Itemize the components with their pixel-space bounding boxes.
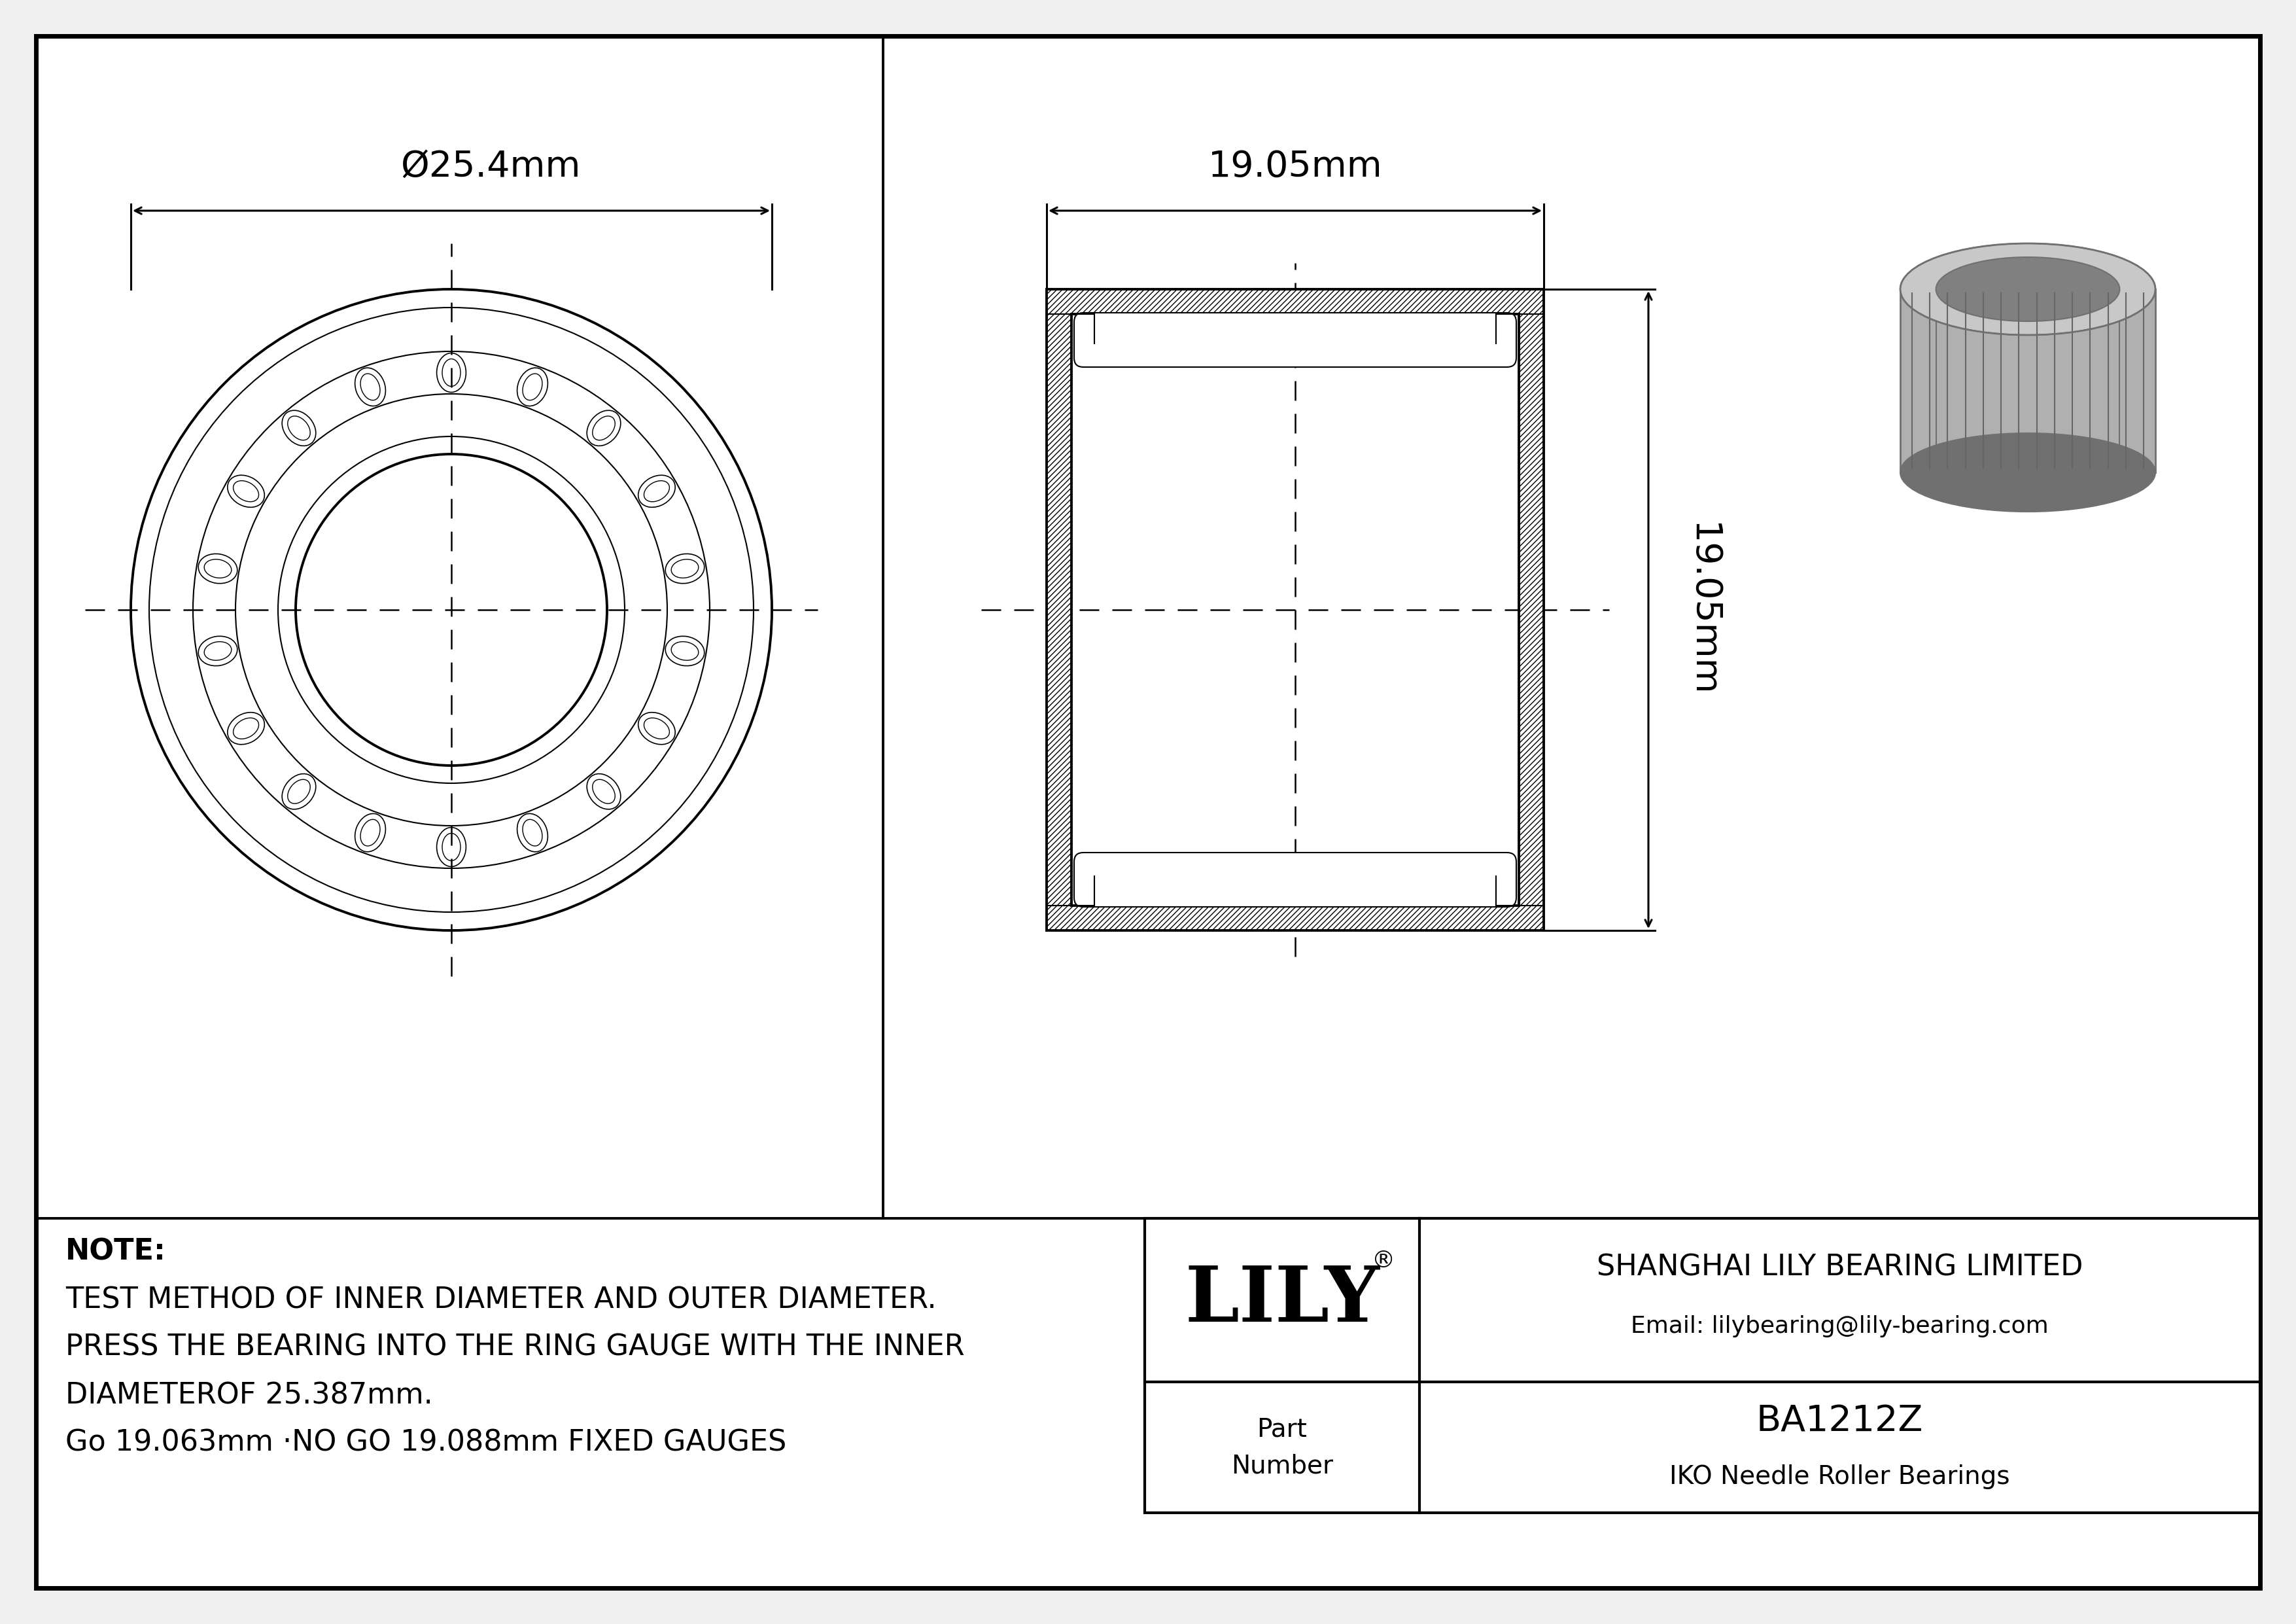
Bar bbox=[1047, 313, 1072, 906]
Text: SHANGHAI LILY BEARING LIMITED: SHANGHAI LILY BEARING LIMITED bbox=[1596, 1254, 2082, 1281]
FancyBboxPatch shape bbox=[1075, 853, 1515, 906]
Text: DIAMETEROF 25.387mm.: DIAMETEROF 25.387mm. bbox=[64, 1382, 434, 1410]
Bar bbox=[1047, 289, 1543, 931]
Text: Email: lilybearing@lily-bearing.com: Email: lilybearing@lily-bearing.com bbox=[1630, 1315, 2048, 1338]
Bar bbox=[1146, 1218, 2259, 1514]
Text: TEST METHOD OF INNER DIAMETER AND OUTER DIAMETER.: TEST METHOD OF INNER DIAMETER AND OUTER … bbox=[64, 1286, 937, 1314]
Ellipse shape bbox=[1936, 257, 2119, 322]
Text: 19.05mm: 19.05mm bbox=[1685, 523, 1720, 697]
Text: Go 19.063mm ·NO GO 19.088mm FIXED GAUGES: Go 19.063mm ·NO GO 19.088mm FIXED GAUGES bbox=[64, 1429, 788, 1457]
Text: Ø25.4mm: Ø25.4mm bbox=[400, 149, 581, 185]
Text: BA1212Z: BA1212Z bbox=[1756, 1403, 1924, 1439]
Bar bbox=[1047, 906, 1543, 931]
Bar bbox=[1520, 313, 1543, 906]
Text: PRESS THE BEARING INTO THE RING GAUGE WITH THE INNER: PRESS THE BEARING INTO THE RING GAUGE WI… bbox=[64, 1333, 964, 1361]
FancyBboxPatch shape bbox=[1901, 289, 2156, 473]
Ellipse shape bbox=[1901, 244, 2156, 335]
Text: NOTE:: NOTE: bbox=[64, 1237, 165, 1267]
FancyBboxPatch shape bbox=[1075, 313, 1515, 367]
Text: LILY: LILY bbox=[1185, 1262, 1380, 1338]
Bar bbox=[1047, 289, 1543, 313]
Ellipse shape bbox=[1901, 434, 2156, 512]
Text: Part
Number: Part Number bbox=[1231, 1416, 1334, 1478]
Text: ®: ® bbox=[1371, 1250, 1396, 1272]
Text: IKO Needle Roller Bearings: IKO Needle Roller Bearings bbox=[1669, 1465, 2009, 1489]
Text: 19.05mm: 19.05mm bbox=[1208, 149, 1382, 185]
